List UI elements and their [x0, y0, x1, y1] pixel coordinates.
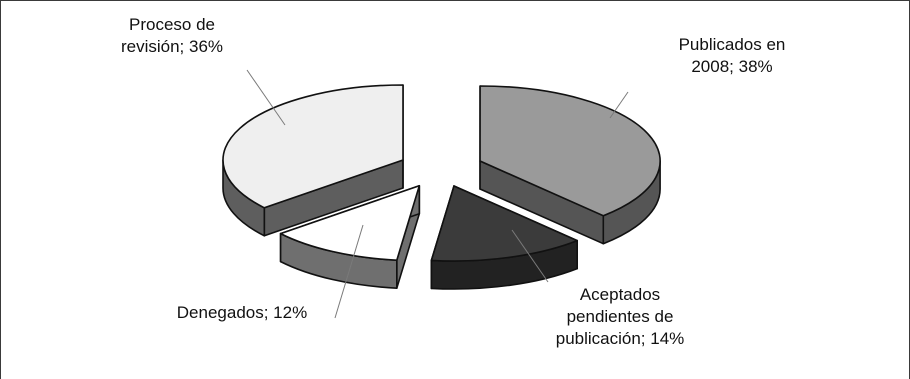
slice-label-line: Proceso de [129, 15, 215, 34]
pie-slice [430, 185, 578, 290]
leader-lines [246, 69, 629, 319]
slice-label: Publicados en 2008; 38% [679, 35, 786, 76]
pie-slice [279, 184, 421, 289]
slice-label-line: Aceptados [580, 285, 660, 304]
slice-label: Denegados; 12% [177, 303, 307, 322]
leader-line [246, 69, 286, 126]
slice-label: Aceptados pendientes de publicación; 14% [556, 285, 685, 348]
slice-label: Proceso de revisión; 36% [121, 15, 223, 56]
slice-label-line: Denegados; 12% [177, 303, 307, 322]
leader-line [609, 91, 629, 119]
slice-label-line: publicación; 14% [556, 329, 685, 348]
slice-label-line: Publicados en [679, 35, 786, 54]
slice-label-line: pendientes de [567, 307, 674, 326]
pie-slices [222, 84, 661, 290]
slice-label-line: 2008; 38% [691, 57, 772, 76]
leader-line [511, 229, 549, 283]
leader-line [334, 224, 364, 319]
pie-slice [479, 85, 661, 245]
slice-label-line: revisión; 36% [121, 37, 223, 56]
pie-slice [222, 84, 404, 237]
slice-labels: Publicados en 2008; 38% Aceptados pendiente… [121, 15, 785, 348]
